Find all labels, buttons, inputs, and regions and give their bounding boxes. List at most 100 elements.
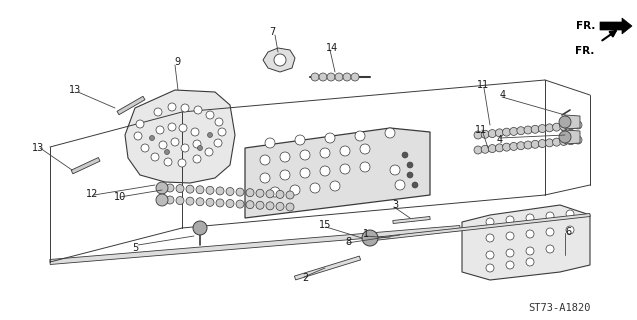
Circle shape (194, 106, 202, 114)
Circle shape (489, 145, 496, 153)
Circle shape (531, 140, 539, 148)
Circle shape (311, 73, 319, 81)
Circle shape (274, 54, 286, 66)
Circle shape (552, 123, 561, 131)
Circle shape (134, 132, 142, 140)
Circle shape (510, 142, 518, 150)
Circle shape (526, 230, 534, 238)
Circle shape (260, 155, 270, 165)
Circle shape (286, 191, 294, 199)
Circle shape (197, 146, 203, 150)
Circle shape (506, 232, 514, 240)
Circle shape (196, 198, 204, 206)
Circle shape (156, 194, 168, 206)
Circle shape (574, 136, 582, 144)
Circle shape (538, 124, 547, 132)
Circle shape (402, 152, 408, 158)
Polygon shape (50, 226, 460, 265)
Circle shape (164, 149, 169, 155)
Circle shape (196, 186, 204, 194)
Circle shape (276, 190, 284, 198)
Circle shape (208, 132, 213, 138)
Circle shape (327, 73, 335, 81)
Circle shape (567, 122, 575, 130)
Circle shape (506, 261, 514, 269)
Circle shape (335, 73, 343, 81)
Circle shape (574, 121, 582, 129)
Circle shape (300, 150, 310, 160)
Circle shape (506, 249, 514, 257)
Text: 4: 4 (500, 90, 506, 100)
Circle shape (546, 212, 554, 220)
Circle shape (545, 124, 554, 132)
Circle shape (486, 234, 494, 242)
Circle shape (546, 228, 554, 236)
Polygon shape (263, 48, 295, 72)
Circle shape (206, 186, 214, 194)
Circle shape (286, 203, 294, 211)
Circle shape (246, 201, 254, 209)
Circle shape (178, 159, 186, 167)
Circle shape (506, 216, 514, 224)
Polygon shape (294, 256, 361, 280)
Circle shape (193, 221, 207, 235)
Circle shape (330, 181, 340, 191)
Text: ST73-A1820: ST73-A1820 (529, 303, 591, 313)
Circle shape (181, 144, 189, 152)
Circle shape (246, 189, 254, 197)
Circle shape (503, 128, 511, 136)
Circle shape (270, 187, 280, 197)
Circle shape (340, 164, 350, 174)
Circle shape (159, 141, 167, 149)
Circle shape (325, 133, 335, 143)
Circle shape (481, 145, 489, 153)
Text: 1: 1 (363, 229, 369, 239)
Circle shape (360, 144, 370, 154)
Circle shape (193, 155, 201, 163)
Text: 4: 4 (497, 135, 503, 145)
Circle shape (156, 126, 164, 134)
Polygon shape (565, 130, 580, 144)
Circle shape (524, 126, 532, 134)
Circle shape (141, 144, 149, 152)
Circle shape (164, 158, 172, 166)
Circle shape (486, 251, 494, 259)
Circle shape (566, 226, 574, 234)
Circle shape (216, 199, 224, 207)
Circle shape (407, 172, 413, 178)
Circle shape (236, 188, 244, 196)
Circle shape (214, 139, 222, 147)
Circle shape (545, 139, 554, 147)
Text: 15: 15 (318, 220, 331, 230)
Text: FR.: FR. (575, 46, 594, 56)
Circle shape (474, 146, 482, 154)
Text: 13: 13 (32, 143, 44, 153)
Circle shape (193, 140, 201, 148)
Polygon shape (462, 205, 590, 280)
Circle shape (320, 148, 330, 158)
Circle shape (205, 148, 213, 156)
Circle shape (300, 168, 310, 178)
Text: 6: 6 (565, 227, 571, 237)
Circle shape (168, 103, 176, 111)
Text: 8: 8 (345, 237, 351, 247)
Circle shape (151, 153, 159, 161)
Circle shape (276, 203, 284, 211)
Text: 13: 13 (69, 85, 81, 95)
Circle shape (538, 140, 547, 148)
Circle shape (226, 199, 234, 207)
Circle shape (226, 188, 234, 196)
Polygon shape (365, 213, 590, 242)
Circle shape (136, 120, 144, 128)
Circle shape (566, 210, 574, 218)
Text: 11: 11 (475, 125, 487, 135)
Text: 2: 2 (302, 273, 308, 283)
Circle shape (186, 197, 194, 205)
Circle shape (546, 245, 554, 253)
Polygon shape (600, 18, 632, 34)
Polygon shape (245, 128, 430, 218)
Circle shape (310, 183, 320, 193)
Circle shape (385, 128, 395, 138)
Text: 11: 11 (477, 80, 489, 90)
Circle shape (295, 135, 305, 145)
